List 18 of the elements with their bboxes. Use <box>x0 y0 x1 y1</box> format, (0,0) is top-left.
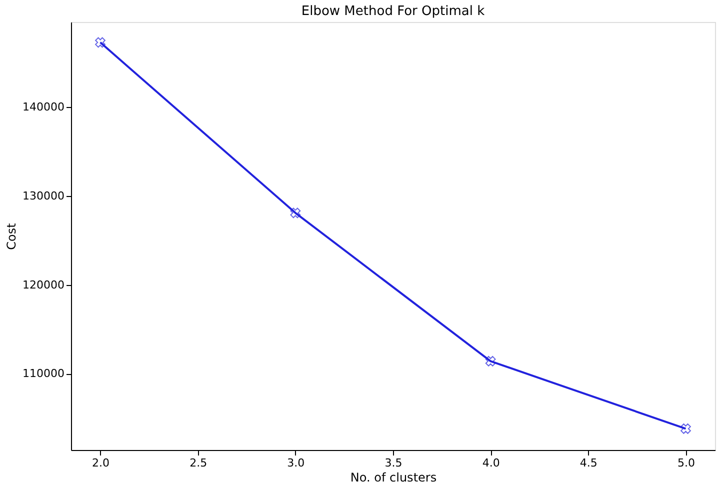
x-tick-label: 4.0 <box>482 456 500 470</box>
y-tick-label: 140000 <box>22 100 64 114</box>
x-tick-label: 2.5 <box>190 456 208 470</box>
x-tick-label: 5.0 <box>677 456 695 470</box>
y-tick-label: 110000 <box>22 367 64 380</box>
x-tick-label: 3.0 <box>287 456 305 470</box>
point <box>290 208 301 218</box>
x-tick-label: 4.5 <box>580 456 598 470</box>
point <box>95 37 106 48</box>
chart-title: Elbow Method For Optimal k <box>301 4 486 19</box>
point <box>485 356 496 366</box>
x-tick-label: 2.0 <box>92 456 110 470</box>
y-axis-title: Cost <box>4 222 19 250</box>
point <box>680 423 691 434</box>
y-tick-label: 130000 <box>22 190 64 203</box>
y-tick-label: 120000 <box>22 278 64 292</box>
x-tick-label: 3.5 <box>384 456 402 470</box>
x-axis-title: No. of clusters <box>350 470 437 484</box>
